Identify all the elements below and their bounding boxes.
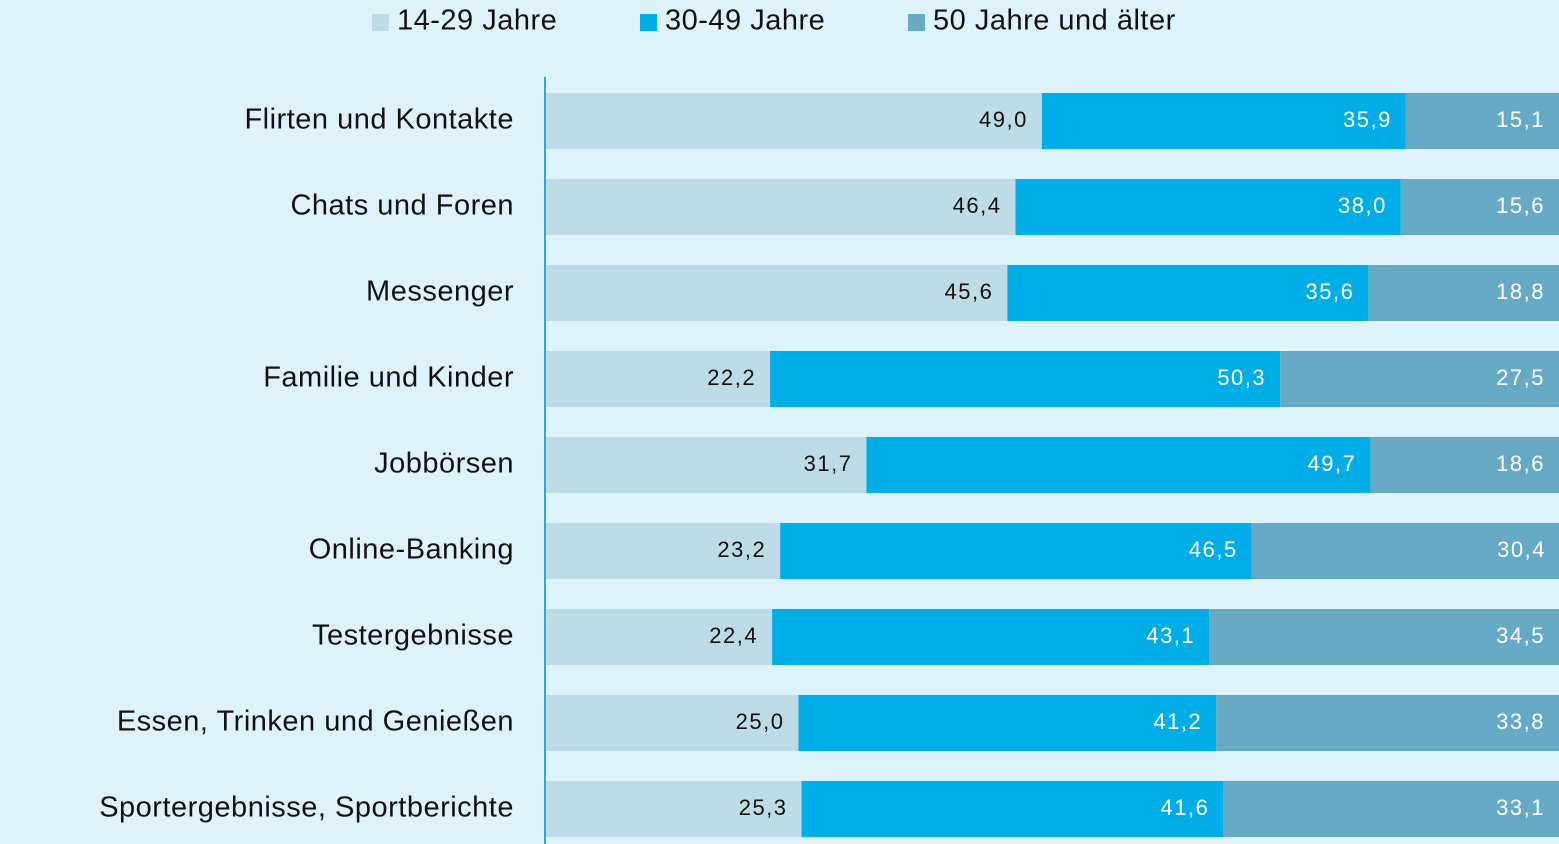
bar-segment (780, 523, 1252, 579)
bar-segment (801, 781, 1224, 837)
legend-label: 50 Jahre und älter (933, 5, 1176, 37)
data-label: 25,3 (739, 795, 788, 820)
bar-segment (772, 609, 1210, 665)
bar-segment (1216, 695, 1559, 751)
bar-segment (1209, 609, 1559, 665)
bar-segment (545, 695, 799, 751)
bar-segment (1370, 437, 1559, 493)
data-label: 33,8 (1496, 709, 1545, 734)
legend-swatch (640, 14, 657, 31)
legend-label: 14-29 Jahre (397, 5, 557, 37)
bar-segment (545, 781, 802, 837)
bar-segment (866, 437, 1371, 493)
data-label: 18,8 (1496, 279, 1545, 304)
bar-segment (1280, 351, 1559, 407)
data-label: 41,6 (1161, 795, 1210, 820)
data-label: 15,1 (1496, 107, 1545, 132)
bar-segment (770, 351, 1281, 407)
data-label: 50,3 (1217, 365, 1266, 390)
data-label: 43,1 (1146, 623, 1195, 648)
bar-segment (545, 523, 781, 579)
category-label: Online-Banking (309, 534, 514, 566)
legend-label: 30-49 Jahre (665, 5, 825, 37)
data-label: 27,5 (1496, 365, 1545, 390)
data-label: 41,2 (1153, 709, 1202, 734)
data-label: 34,5 (1496, 623, 1545, 648)
data-label: 46,4 (953, 193, 1002, 218)
bar-segment (545, 351, 771, 407)
bar-segment (1015, 179, 1401, 235)
data-label: 46,5 (1189, 537, 1238, 562)
category-label: Testergebnisse (312, 620, 514, 652)
data-label: 38,0 (1338, 193, 1387, 218)
data-label: 15,6 (1496, 193, 1545, 218)
data-label: 22,2 (707, 365, 756, 390)
data-label: 22,4 (709, 623, 758, 648)
category-label: Flirten und Kontakte (244, 104, 514, 136)
data-label: 35,6 (1306, 279, 1355, 304)
category-label: Jobbörsen (374, 448, 514, 480)
data-label: 45,6 (945, 279, 994, 304)
data-label: 33,1 (1496, 795, 1545, 820)
bar-segment (545, 179, 1016, 235)
bar-segment (1041, 93, 1406, 149)
data-label: 31,7 (804, 451, 853, 476)
bar-segment (545, 265, 1008, 321)
bar-segment (545, 437, 867, 493)
bar-segment (545, 93, 1042, 149)
bar-segment (1400, 179, 1559, 235)
data-label: 23,2 (717, 537, 766, 562)
category-label: Familie und Kinder (263, 362, 514, 394)
category-label: Messenger (366, 276, 514, 308)
bar-segment (1007, 265, 1369, 321)
category-label: Chats und Foren (290, 190, 514, 222)
category-label: Sportergebnisse, Sportberichte (99, 792, 514, 824)
legend-swatch (372, 14, 389, 31)
bar-segment (798, 695, 1217, 751)
data-label: 35,9 (1343, 107, 1392, 132)
data-label: 25,0 (736, 709, 785, 734)
data-label: 49,7 (1308, 451, 1357, 476)
bar-segment (1223, 781, 1559, 837)
bar-segment (1368, 265, 1559, 321)
bar-segment (545, 609, 773, 665)
legend-swatch (908, 14, 925, 31)
data-label: 30,4 (1497, 537, 1546, 562)
data-label: 49,0 (979, 107, 1028, 132)
category-label: Essen, Trinken und Genießen (117, 706, 514, 738)
bar-segment (1251, 523, 1559, 579)
bar-segment (1405, 93, 1559, 149)
data-label: 18,6 (1496, 451, 1545, 476)
